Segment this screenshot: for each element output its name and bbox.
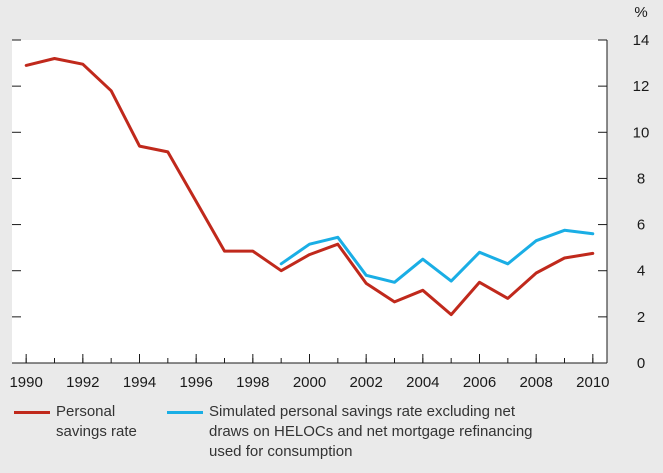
line-chart: 1990 1992 1994 1996 1998 2000 2002 2004 2006 2008… (9, 4, 649, 391)
y-tick-label: 4 (637, 263, 645, 280)
y-tick-label: 2 (637, 309, 645, 326)
y-tick-label: 12 (633, 78, 650, 95)
y-tick-label: 8 (637, 170, 645, 187)
x-tick-label: 2004 (406, 374, 439, 391)
series-lines (24, 57, 595, 317)
legend-item-simulated-savings-rate: Simulated personal savings rate excludin… (167, 402, 533, 462)
plot-area (12, 40, 607, 363)
legend-label-line: Simulated personal savings rate excludin… (209, 403, 516, 420)
legend-label: Personal savings rate (56, 402, 137, 442)
legend-item-personal-savings-rate: Personal savings rate (14, 402, 137, 442)
legend-label-line: used for consumption (209, 443, 353, 460)
x-tick-label: 2008 (519, 374, 552, 391)
series-line-1 (279, 228, 595, 284)
legend-label-line: Personal (56, 403, 116, 420)
series-line-0 (24, 57, 595, 317)
x-tick-label: 2010 (576, 374, 609, 391)
y-axis-unit-label: % (634, 4, 647, 21)
x-tick-label: 2002 (349, 374, 382, 391)
y-tick-label: 6 (637, 217, 645, 234)
x-tick-label: 1994 (123, 374, 156, 391)
legend-label-line: draws on HELOCs and net mortgage refinan… (209, 423, 533, 440)
x-tick-label: 1992 (66, 374, 99, 391)
x-tick-label: 1996 (179, 374, 212, 391)
legend-swatch-blue (167, 411, 203, 414)
y-tick-label: 10 (633, 124, 650, 141)
legend-label: Simulated personal savings rate excludin… (209, 402, 533, 462)
legend-swatch-red (14, 411, 50, 414)
legend: Personal savings rate Simulated personal… (0, 402, 663, 472)
y-tick-label: 0 (637, 355, 645, 372)
x-tick-label: 2000 (293, 374, 326, 391)
y-tick-label: 14 (633, 32, 650, 49)
x-tick-label: 1998 (236, 374, 269, 391)
x-tick-label: 2006 (463, 374, 496, 391)
x-tick-label: 1990 (9, 374, 42, 391)
legend-label-line: savings rate (56, 423, 137, 440)
axes: 1990 1992 1994 1996 1998 2000 2002 2004 2006 2008… (9, 32, 649, 391)
